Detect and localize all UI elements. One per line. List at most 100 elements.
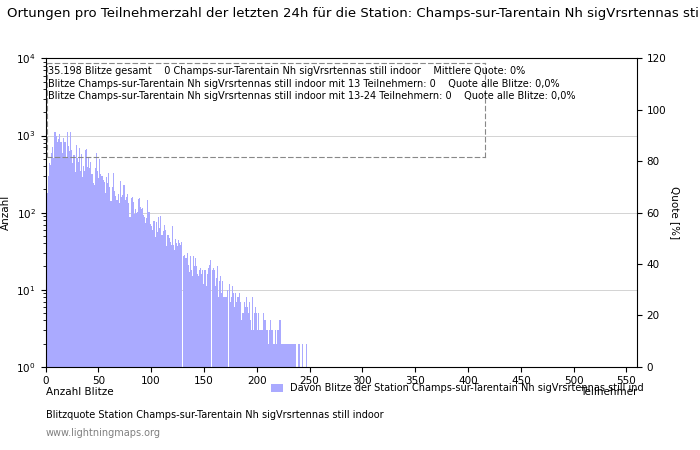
Bar	[283, 343, 284, 450]
Bar	[184, 255, 186, 450]
Bar	[290, 343, 291, 450]
Bar	[216, 279, 217, 450]
Bar	[122, 195, 123, 450]
Bar	[244, 307, 246, 450]
Text: Teilnehmer: Teilnehmer	[580, 387, 637, 397]
Bar	[331, 367, 332, 450]
Bar	[335, 367, 337, 450]
Bar	[125, 200, 126, 450]
Bar	[320, 367, 321, 450]
Bar	[208, 268, 209, 450]
Bar	[126, 197, 127, 450]
Bar	[86, 148, 88, 450]
Bar	[296, 367, 297, 450]
Bar	[258, 313, 260, 450]
Bar	[141, 208, 142, 450]
Bar	[77, 158, 78, 450]
Bar	[256, 313, 258, 450]
Bar	[108, 173, 109, 450]
Bar	[328, 367, 329, 450]
Bar	[241, 320, 242, 450]
Bar	[130, 198, 132, 450]
Bar	[80, 171, 81, 450]
Bar	[135, 209, 136, 450]
Bar	[142, 208, 144, 450]
Bar	[160, 216, 161, 450]
Bar	[181, 242, 182, 450]
Bar	[53, 158, 55, 450]
Bar	[210, 261, 211, 450]
Bar	[306, 343, 307, 450]
Bar	[150, 225, 152, 450]
Bar	[213, 268, 214, 450]
Bar	[100, 174, 101, 450]
Bar	[67, 132, 68, 450]
Bar	[206, 274, 208, 450]
Bar	[63, 138, 64, 450]
Bar	[248, 302, 250, 450]
Bar	[101, 176, 102, 450]
Bar	[81, 154, 82, 450]
Bar	[106, 177, 107, 450]
Bar	[116, 200, 117, 450]
Bar	[291, 343, 292, 450]
Bar	[123, 185, 124, 450]
Bar	[277, 330, 279, 450]
Bar	[234, 307, 235, 450]
Bar	[225, 297, 227, 450]
Bar	[341, 367, 342, 450]
Bar	[287, 343, 288, 450]
Bar	[298, 343, 300, 450]
Bar	[293, 343, 294, 450]
Bar	[266, 330, 267, 450]
Bar	[104, 182, 105, 450]
Bar	[88, 158, 90, 450]
Bar	[90, 162, 92, 450]
Bar	[139, 198, 140, 450]
Bar	[71, 150, 72, 450]
Bar	[190, 270, 192, 450]
Bar	[235, 293, 236, 450]
Bar	[121, 197, 122, 450]
Bar	[103, 180, 104, 450]
Legend: Davon Blitze der Station Champs-sur-Tarentain Nh sigVrsrtennas still ind: Davon Blitze der Station Champs-sur-Tare…	[271, 383, 644, 393]
Bar	[274, 343, 275, 450]
Bar	[165, 230, 167, 450]
Bar	[48, 176, 49, 450]
Bar	[115, 197, 116, 450]
Bar	[138, 199, 139, 450]
Bar	[229, 284, 230, 450]
Bar	[156, 222, 157, 450]
Bar	[285, 343, 286, 450]
Bar	[195, 258, 196, 450]
Bar	[132, 202, 134, 450]
Bar	[188, 272, 190, 450]
Bar	[111, 187, 113, 450]
Bar	[46, 198, 47, 450]
Bar	[239, 293, 240, 450]
Bar	[288, 343, 289, 450]
Bar	[124, 185, 125, 450]
Text: 35.198 Blitze gesamt    0 Champs-sur-Tarentain Nh sigVrsrtennas still indoor    : 35.198 Blitze gesamt 0 Champs-sur-Tarent…	[48, 66, 526, 76]
Bar	[269, 330, 270, 450]
Bar	[289, 343, 290, 450]
Bar	[273, 343, 274, 450]
Bar	[294, 343, 295, 450]
Text: Ortungen pro Teilnehmerzahl der letzten 24h für die Station: Champs-sur-Tarentai: Ortungen pro Teilnehmerzahl der letzten …	[7, 7, 700, 20]
Bar	[66, 158, 67, 450]
Bar	[270, 320, 271, 450]
Bar	[174, 250, 175, 450]
Bar	[314, 367, 316, 450]
Bar	[128, 203, 130, 450]
Bar	[242, 313, 244, 450]
Bar	[325, 367, 326, 450]
Bar	[231, 297, 232, 450]
Bar	[236, 302, 237, 450]
Bar	[183, 256, 184, 450]
Bar	[69, 151, 70, 450]
Bar	[60, 142, 61, 450]
Bar	[250, 320, 251, 450]
Bar	[84, 171, 85, 450]
Bar	[230, 302, 231, 450]
Bar	[78, 162, 79, 450]
